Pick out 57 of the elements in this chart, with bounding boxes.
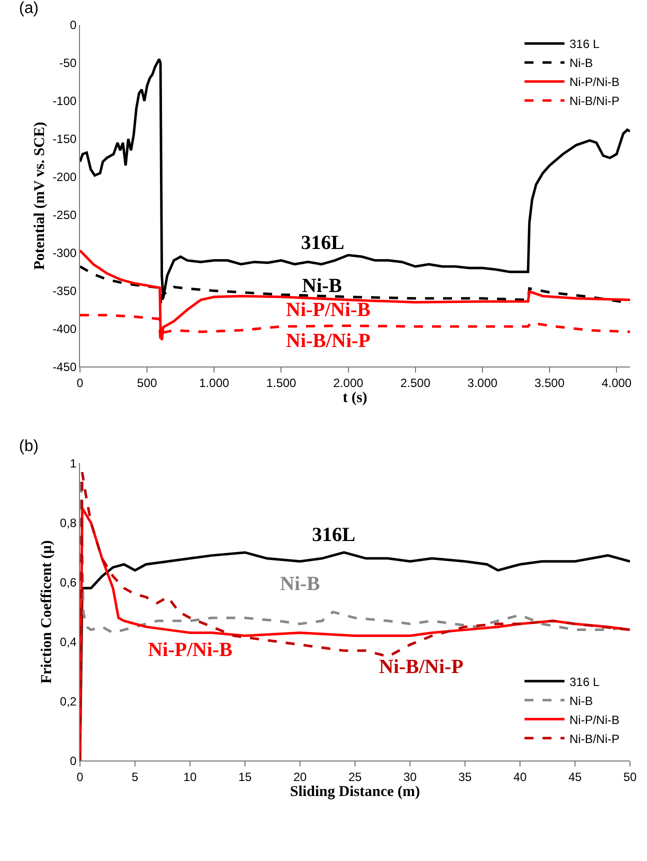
- y-tick-label: 0,2: [60, 694, 77, 708]
- legend-label: Ni-B: [570, 694, 593, 708]
- y-axis-title: Friction Coefficent (μ): [39, 540, 56, 684]
- x-tick-label: 30: [403, 770, 417, 784]
- x-tick-label: 3.500: [534, 376, 565, 390]
- annotation: Ni-B/Ni-P: [286, 330, 370, 352]
- y-tick-label: -100: [52, 94, 77, 108]
- legend-label: 316 L: [570, 674, 600, 689]
- x-tick-label: 2.000: [333, 376, 364, 390]
- legend-label: Ni-B/Ni-P: [570, 94, 620, 108]
- y-tick-label: -250: [52, 208, 77, 222]
- x-tick-label: 25: [348, 770, 362, 784]
- legend-label: Ni-P/Ni-B: [570, 75, 620, 90]
- x-tick-label: 35: [458, 770, 472, 784]
- annotation: Ni-B/Ni-P: [379, 656, 464, 678]
- y-tick-label: 0,8: [60, 516, 77, 530]
- y-tick-label: -350: [52, 284, 77, 298]
- x-axis-title: t (s): [342, 390, 368, 406]
- x-tick-label: 5: [132, 770, 139, 784]
- y-tick-label: 0,4: [60, 634, 77, 649]
- legend-label: 316 L: [570, 37, 600, 52]
- y-tick-label: 1: [70, 456, 77, 470]
- x-tick-label: 15: [238, 770, 252, 784]
- x-tick-label: 4.000: [602, 376, 632, 390]
- y-tick-label: 0: [70, 754, 77, 768]
- line-series: [80, 58, 630, 300]
- x-tick-label: 45: [568, 770, 582, 784]
- y-tick-label: 0: [70, 18, 77, 32]
- y-tick-label: -50: [59, 56, 77, 70]
- x-tick-label: 500: [137, 376, 158, 390]
- text: (b): [19, 438, 39, 455]
- y-axis-title: Potential (mV vs. SCE): [32, 122, 48, 270]
- annotation: Ni-P/Ni-B: [286, 299, 370, 321]
- y-tick-label: 0,6: [60, 575, 77, 590]
- y-tick-label: -450: [52, 360, 77, 374]
- annotation: Ni-P/Ni-B: [148, 639, 232, 661]
- legend-label: Ni-B/Ni-P: [570, 732, 620, 746]
- x-tick-label: 10: [183, 770, 197, 784]
- x-tick-label: 1.000: [199, 376, 230, 390]
- y-tick-label: -150: [52, 132, 77, 146]
- x-tick-label: 1.500: [266, 376, 297, 390]
- annotation: 316L: [312, 524, 356, 546]
- legend-label: Ni-P/Ni-B: [570, 712, 620, 727]
- annotation: Ni-B: [302, 275, 342, 297]
- legend-label: Ni-B: [570, 56, 593, 70]
- text: (a): [19, 0, 39, 17]
- x-tick-label: 2.500: [400, 376, 431, 390]
- y-tick-label: -300: [52, 246, 77, 260]
- x-tick-label: 50: [623, 770, 637, 784]
- x-axis-title: Sliding Distance (m): [290, 784, 420, 800]
- x-tick-label: 40: [513, 770, 527, 784]
- y-tick-label: -400: [52, 322, 77, 336]
- annotation: 316L: [301, 232, 344, 254]
- annotation: Ni-B: [280, 573, 320, 595]
- x-tick-label: 20: [293, 770, 307, 784]
- x-tick-label: 3.000: [467, 376, 498, 390]
- y-tick-label: -200: [52, 170, 77, 184]
